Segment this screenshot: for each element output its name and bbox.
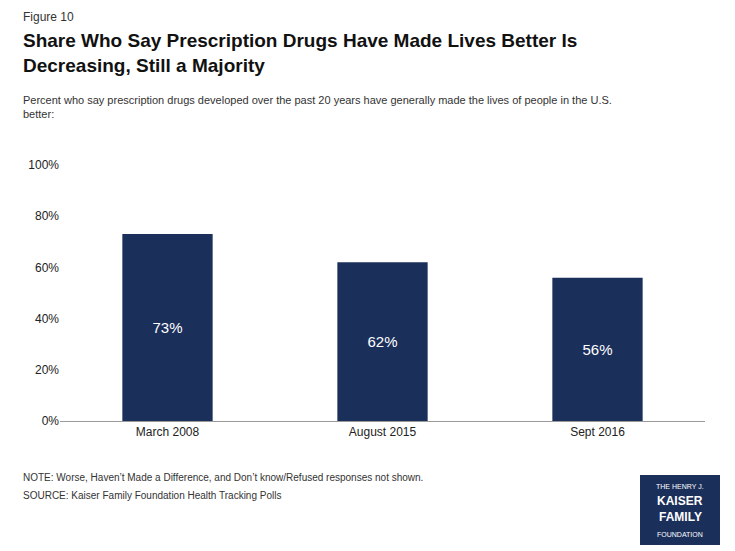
- svg-text:40%: 40%: [35, 312, 59, 326]
- svg-text:NOTE: Worse, Haven’t Made a Di: NOTE: Worse, Haven’t Made a Difference, …: [23, 472, 423, 483]
- svg-text:Share Who Say Prescription Dru: Share Who Say Prescription Drugs Have Ma…: [23, 30, 577, 76]
- svg-text:FOUNDATION: FOUNDATION: [657, 531, 703, 538]
- svg-text:FAMILY: FAMILY: [659, 510, 702, 524]
- svg-text:62%: 62%: [367, 333, 397, 350]
- svg-text:Percent who say prescription d: Percent who say prescription drugs devel…: [23, 94, 612, 120]
- svg-text:73%: 73%: [152, 319, 182, 336]
- svg-text:Sept 2016: Sept 2016: [570, 425, 625, 439]
- svg-text:80%: 80%: [35, 209, 59, 223]
- svg-text:Figure 10: Figure 10: [23, 10, 74, 24]
- svg-text:20%: 20%: [35, 363, 59, 377]
- svg-text:SOURCE: Kaiser Family Foundati: SOURCE: Kaiser Family Foundation Health …: [23, 490, 281, 501]
- svg-text:56%: 56%: [582, 341, 612, 358]
- svg-text:60%: 60%: [35, 261, 59, 275]
- svg-text:August 2015: August 2015: [349, 425, 417, 439]
- svg-text:100%: 100%: [28, 158, 59, 172]
- svg-text:KAISER: KAISER: [657, 494, 703, 508]
- svg-text:March 2008: March 2008: [136, 425, 200, 439]
- svg-text:0%: 0%: [42, 414, 60, 428]
- svg-text:THE HENRY J.: THE HENRY J.: [656, 483, 704, 490]
